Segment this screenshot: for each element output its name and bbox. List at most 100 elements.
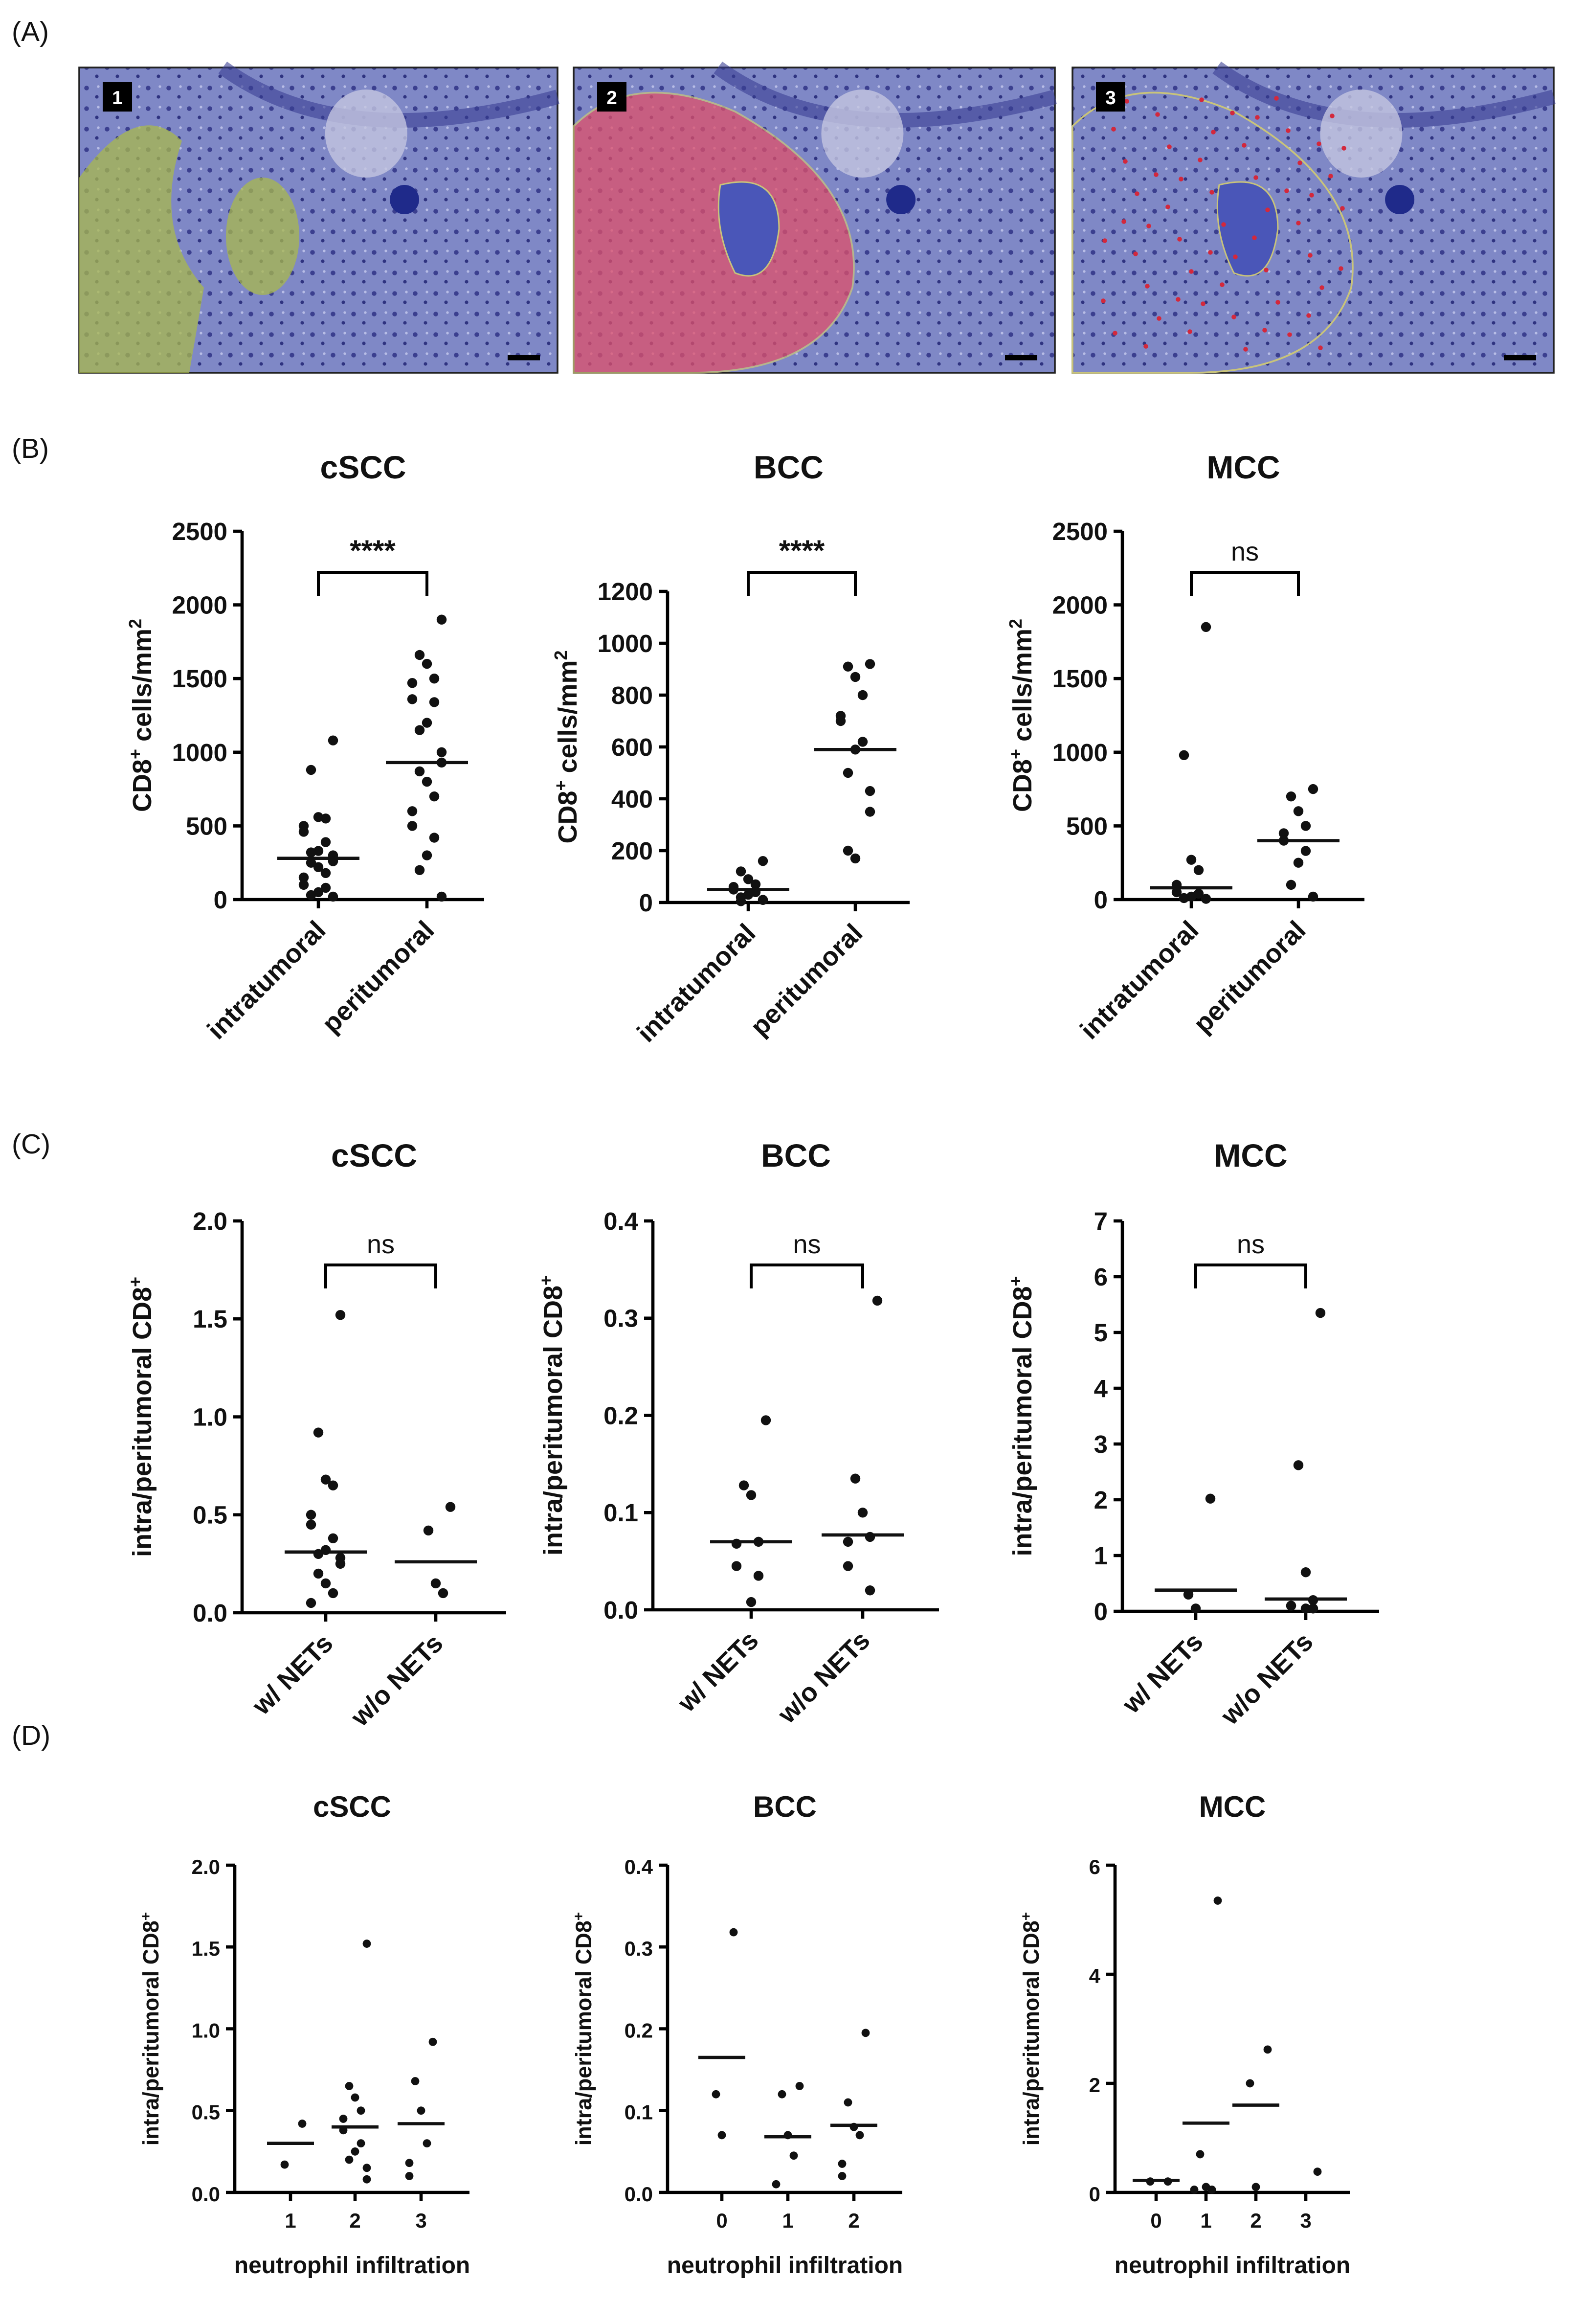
data-point	[753, 1571, 764, 1581]
cd8-cell	[1255, 115, 1260, 120]
y-tick-label: 2500	[172, 518, 227, 545]
data-point	[429, 791, 440, 802]
data-point	[436, 747, 447, 757]
cd8-cell	[1145, 284, 1150, 289]
y-axis-label-part: cells/mm	[1008, 629, 1037, 749]
data-point	[306, 1510, 316, 1520]
y-tick-label: 0.1	[625, 2101, 653, 2124]
data-point	[850, 672, 861, 682]
data-point	[306, 1519, 316, 1530]
significance-label: ns	[367, 1230, 395, 1259]
y-tick-label: 1000	[1052, 739, 1108, 767]
cd8-cell	[1319, 285, 1324, 290]
cd8-cell	[1187, 329, 1192, 334]
data-point	[414, 650, 425, 660]
cd8-cell	[1233, 254, 1238, 259]
y-axis-label-part: CD8	[1008, 759, 1037, 812]
cd8-cell	[1189, 269, 1194, 274]
data-point	[407, 678, 418, 688]
y-tick-label: 2	[1094, 1486, 1108, 1514]
y-tick-label: 4	[1089, 1964, 1101, 1987]
data-point	[1286, 880, 1296, 890]
data-point	[306, 847, 316, 857]
data-point	[760, 1415, 771, 1425]
y-tick-label: 2.0	[192, 1855, 220, 1878]
data-point	[414, 766, 425, 777]
cd8-cell	[1177, 237, 1182, 242]
gland	[390, 184, 420, 214]
data-point	[445, 1502, 456, 1512]
data-point	[1246, 2079, 1254, 2088]
data-point	[746, 1490, 757, 1500]
data-point	[865, 786, 875, 796]
y-tick-label: 1.0	[193, 1403, 227, 1431]
data-point	[405, 2172, 414, 2180]
data-point	[1315, 1308, 1326, 1318]
y-axis-label: intra/peritumoral CD8+	[571, 1912, 597, 2145]
data-point	[729, 1928, 738, 1937]
follicle	[821, 89, 904, 178]
cd8-cell	[1264, 268, 1269, 272]
y-tick-label: 4	[1094, 1375, 1108, 1402]
cd8-cell	[1262, 328, 1267, 333]
data-point	[1213, 1896, 1222, 1905]
data-point	[758, 856, 768, 866]
cd8-cell	[1231, 315, 1236, 319]
cd8-cell	[1306, 313, 1311, 318]
y-tick-label: 7	[1094, 1207, 1108, 1235]
x-tick-label: 2	[1250, 2209, 1261, 2232]
y-axis-label-part: +	[1005, 1276, 1026, 1286]
significance-label: ****	[779, 534, 825, 567]
cd8-cell	[1133, 251, 1138, 256]
x-axis-label: neutrophil infiltration	[1115, 2253, 1350, 2279]
y-tick-label: 200	[611, 837, 653, 865]
data-point	[407, 694, 418, 704]
y-axis-label-part: CD8	[553, 791, 582, 844]
y-tick-label: 1500	[172, 665, 227, 693]
y-tick-label: 2000	[1052, 591, 1108, 619]
cd8-cell	[1157, 316, 1161, 321]
y-axis-label-part: 2	[551, 650, 571, 660]
cd8-cell	[1124, 99, 1129, 104]
y-axis-label-part: +	[571, 1912, 587, 1921]
cd8-cell	[1102, 238, 1107, 243]
cd8-cell	[1317, 141, 1321, 146]
y-tick-label: 500	[186, 812, 227, 840]
cd8-cell	[1154, 172, 1159, 177]
data-point	[843, 845, 853, 856]
y-tick-label: 0.5	[193, 1501, 227, 1529]
scale-bar	[508, 355, 540, 361]
data-point	[335, 1310, 346, 1320]
cd8-cell	[1146, 224, 1151, 228]
data-point	[1186, 855, 1197, 865]
panel-label: (A)	[12, 16, 49, 47]
data-point	[405, 2159, 414, 2167]
data-point	[1286, 1601, 1296, 1611]
data-point	[1201, 622, 1211, 632]
label-box	[103, 82, 133, 112]
x-tick-label: intratumoral	[631, 918, 761, 1048]
data-point	[1201, 894, 1211, 904]
data-point	[865, 659, 875, 669]
cd8-cell	[1287, 332, 1292, 337]
data-point	[1205, 1493, 1216, 1504]
cd8-cell	[1101, 298, 1106, 303]
cd8-cell	[1286, 128, 1291, 133]
x-tick-label: peritumoral	[745, 918, 868, 1041]
y-axis-label: intra/peritumoral CD8+	[1005, 1276, 1038, 1557]
label-box	[597, 82, 627, 112]
tumor-core	[1216, 181, 1279, 277]
cd8-cell	[1242, 143, 1247, 148]
data-point	[1196, 2150, 1205, 2159]
data-point	[422, 658, 432, 669]
data-point	[789, 2151, 798, 2160]
data-point	[429, 697, 440, 707]
data-point	[1300, 1603, 1311, 1614]
data-point	[414, 865, 425, 875]
data-point	[1308, 1603, 1318, 1614]
cd8-cell	[1220, 282, 1225, 287]
follicle	[325, 89, 407, 178]
chart-title: cSCC	[331, 1137, 417, 1173]
data-point	[423, 2139, 431, 2148]
